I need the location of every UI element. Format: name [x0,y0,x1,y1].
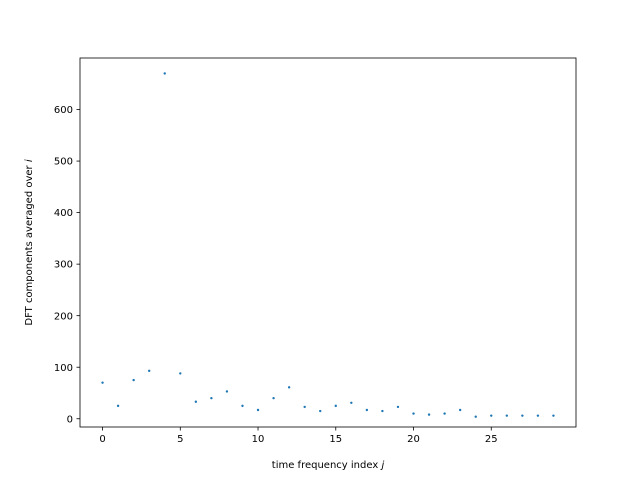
data-point [116,404,120,408]
y-tick-label: 500 [54,157,73,168]
data-point [412,412,415,415]
y-axis-label: DFT components averaged over i [24,159,35,325]
data-point [287,386,291,389]
data-point [381,409,384,413]
y-axis-ticks: 0 100 200 300 400 500 600 [54,105,80,425]
data-point [101,381,104,384]
x-axis-label-text: time frequency index [272,460,379,471]
data-point [225,390,229,393]
data-point [521,414,524,417]
data-point [163,72,166,75]
axes-frame [79,57,577,428]
y-tick-label: 300 [54,260,73,271]
y-tick-label: 200 [54,311,73,322]
data-point [194,400,198,403]
data-points [101,72,555,418]
data-point [179,372,182,375]
data-point [303,405,306,409]
x-axis-ticks: 0 5 10 15 20 25 [99,427,498,445]
data-point [256,408,260,412]
data-point [319,409,322,413]
data-point [241,404,244,408]
y-axis-label-text: DFT components averaged over [24,164,35,325]
data-point [365,408,369,412]
x-tick-label: 0 [99,434,105,445]
x-tick-label: 15 [329,434,342,445]
y-tick-label: 100 [54,363,73,374]
data-point [536,414,540,417]
data-point [474,415,477,418]
y-tick-label: 400 [54,208,73,219]
data-point [427,413,431,416]
y-axis-label-variable: i [24,159,35,162]
data-point [458,408,462,412]
x-tick-label: 20 [407,434,420,445]
y-tick-label: 600 [54,105,73,116]
data-point [272,396,275,400]
data-point [132,378,135,382]
data-point [396,405,400,409]
data-point [210,396,213,400]
x-tick-label: 25 [485,434,498,445]
data-point [147,369,151,373]
y-tick-label: 0 [67,414,73,425]
x-tick-label: 10 [252,434,265,445]
data-point [334,404,337,408]
x-axis-label-variable: j [379,460,384,471]
data-point [443,412,446,415]
data-point [505,414,509,417]
data-point [552,414,555,417]
data-point [350,401,353,404]
data-point [490,414,493,417]
x-tick-label: 5 [177,434,183,445]
x-axis-label: time frequency index j [272,460,385,471]
